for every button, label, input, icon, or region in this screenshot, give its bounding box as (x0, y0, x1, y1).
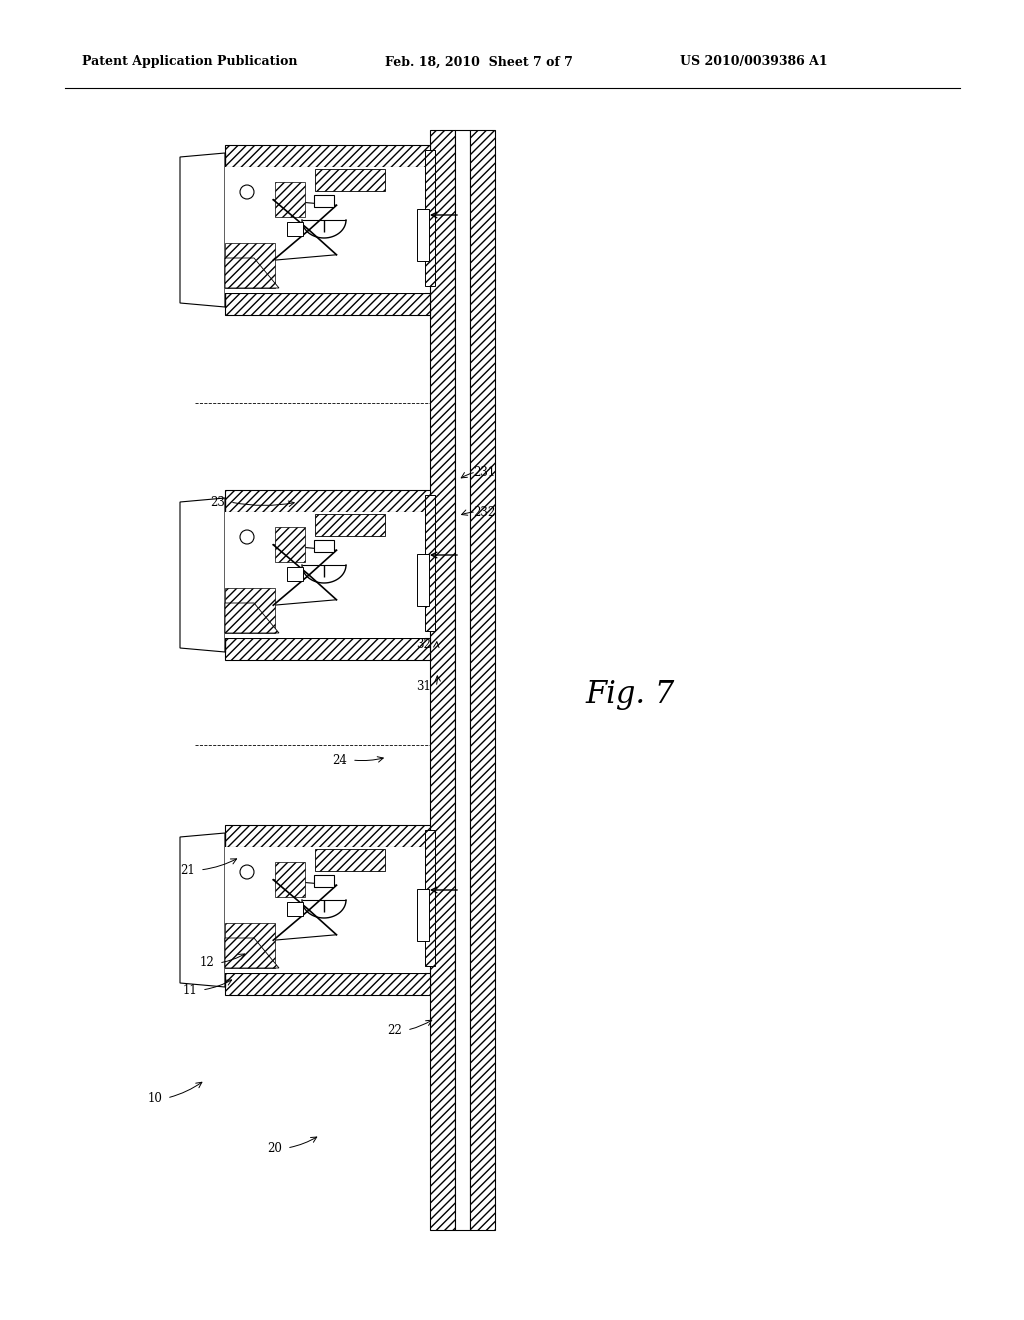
Bar (225, 973, 430, 995)
Bar (315, 849, 385, 871)
Bar (225, 243, 275, 288)
Bar (315, 169, 385, 191)
Bar (225, 293, 430, 315)
Bar (182, 502, 223, 648)
Bar (275, 862, 305, 898)
Text: 23: 23 (211, 495, 225, 508)
Text: 22: 22 (388, 1023, 402, 1036)
Bar (225, 923, 275, 968)
Text: Feb. 18, 2010  Sheet 7 of 7: Feb. 18, 2010 Sheet 7 of 7 (385, 55, 572, 69)
Circle shape (240, 865, 254, 879)
Polygon shape (180, 498, 225, 652)
Text: Patent Application Publication: Patent Application Publication (82, 55, 298, 69)
Text: 11: 11 (182, 983, 198, 997)
Polygon shape (225, 603, 279, 634)
Bar (430, 129, 455, 1230)
Bar (225, 512, 425, 638)
Text: 20: 20 (267, 1142, 283, 1155)
Text: US 2010/0039386 A1: US 2010/0039386 A1 (680, 55, 827, 69)
Polygon shape (180, 153, 225, 308)
Bar (275, 182, 305, 216)
Circle shape (240, 531, 254, 544)
Text: 31: 31 (417, 681, 431, 693)
Bar (470, 129, 495, 1230)
Polygon shape (225, 257, 279, 288)
Bar (225, 825, 430, 847)
Bar (425, 150, 435, 286)
Bar (182, 837, 223, 983)
Bar (225, 638, 430, 660)
Bar (314, 875, 334, 887)
Text: 32: 32 (417, 639, 431, 652)
Bar (225, 587, 275, 634)
Bar (225, 168, 425, 293)
Bar (314, 195, 334, 207)
Bar (275, 527, 305, 562)
Bar (417, 554, 429, 606)
Text: 12: 12 (200, 957, 214, 969)
Bar (425, 495, 435, 631)
Bar (314, 540, 334, 552)
Bar (182, 157, 223, 304)
Bar (287, 902, 303, 916)
Bar (225, 847, 425, 973)
Bar (425, 830, 435, 966)
Circle shape (240, 185, 254, 199)
Bar (287, 568, 303, 581)
Bar (417, 209, 429, 261)
Text: 24: 24 (333, 754, 347, 767)
Bar (417, 888, 429, 941)
Text: 10: 10 (147, 1092, 163, 1105)
Polygon shape (180, 833, 225, 987)
Text: 232: 232 (473, 506, 496, 519)
Text: 231: 231 (473, 466, 496, 479)
Bar (287, 222, 303, 236)
Text: Fig. 7: Fig. 7 (586, 680, 675, 710)
Bar (225, 145, 430, 168)
Bar (225, 490, 430, 512)
Text: 21: 21 (180, 863, 196, 876)
Bar (315, 513, 385, 536)
Bar (455, 129, 470, 1230)
Polygon shape (225, 939, 279, 968)
